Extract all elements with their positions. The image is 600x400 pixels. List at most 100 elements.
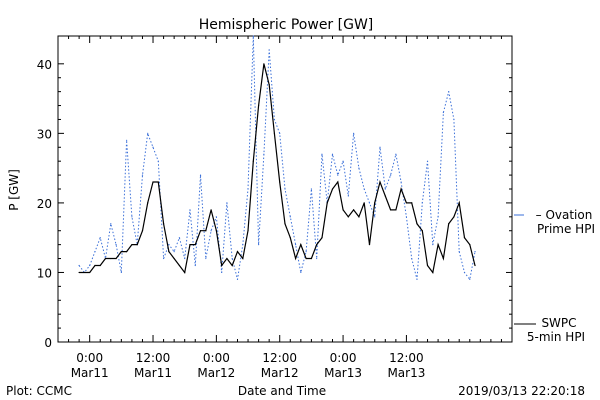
data-point-ovation [421, 202, 423, 204]
x-tick-label-time: 12:00 [136, 351, 171, 365]
legend-label-ovation-line1: – Ovation [536, 208, 593, 222]
data-point-ovation [331, 153, 334, 155]
data-point-swpc [136, 244, 138, 246]
legend-label-swpc-line2: 5-min HPI [527, 330, 585, 344]
data-point-ovation [252, 35, 254, 37]
data-point-ovation [110, 223, 112, 225]
data-point-swpc [157, 181, 159, 183]
data-point-swpc [141, 230, 144, 232]
data-point-ovation [157, 160, 159, 162]
data-point-ovation [405, 216, 408, 218]
x-tick-label-date: Mar13 [387, 366, 425, 380]
data-point-swpc [337, 181, 339, 183]
data-point-swpc [437, 244, 439, 246]
data-point-ovation [316, 257, 318, 260]
data-point-ovation [268, 49, 270, 51]
chart-title: Hemispheric Power [GW] [199, 17, 374, 33]
data-point-swpc [442, 257, 444, 260]
data-point-ovation [395, 153, 397, 155]
data-point-ovation [205, 257, 207, 260]
data-point-swpc [104, 257, 107, 260]
data-point-ovation [141, 174, 144, 176]
data-point-ovation [173, 250, 175, 253]
x-tick-label-time: 0:00 [330, 351, 357, 365]
data-point-ovation [199, 174, 202, 176]
data-point-ovation [147, 132, 149, 134]
data-point-ovation [342, 160, 344, 162]
data-point-swpc [331, 188, 334, 190]
data-point-swpc [294, 257, 297, 260]
data-point-swpc [258, 104, 260, 107]
data-point-swpc [226, 257, 228, 260]
data-point-swpc [379, 181, 381, 183]
data-point-swpc [236, 250, 239, 253]
x-tick-label-time: 0:00 [203, 351, 230, 365]
data-point-swpc [131, 244, 133, 246]
timestamp-label: 2019/03/13 22:20:18 [458, 384, 585, 398]
data-point-ovation [184, 257, 186, 260]
data-point-ovation [289, 216, 291, 218]
data-point-ovation [99, 237, 101, 239]
data-point-ovation [432, 244, 434, 246]
data-point-ovation [321, 153, 323, 155]
data-point-ovation [474, 250, 476, 253]
data-point-ovation [178, 237, 181, 239]
data-point-ovation [89, 264, 91, 267]
data-point-swpc [426, 264, 429, 267]
data-point-swpc [242, 257, 244, 260]
data-point-swpc [474, 264, 476, 267]
data-point-ovation [242, 244, 244, 246]
y-axis-label: P [GW] [7, 169, 21, 211]
data-point-ovation [120, 271, 122, 274]
data-point-ovation [294, 244, 297, 246]
data-point-ovation [368, 202, 371, 204]
plot-area: 0102030400:00Mar1112:00Mar110:00Mar1212:… [37, 35, 513, 380]
data-point-ovation [463, 271, 466, 274]
data-point-swpc [316, 244, 318, 246]
data-point-swpc [247, 230, 249, 232]
x-tick-label-time: 0:00 [76, 351, 103, 365]
plot-source-label: Plot: CCMC [6, 384, 72, 398]
data-point-swpc [115, 257, 117, 260]
data-point-swpc [199, 230, 202, 232]
data-point-ovation [162, 257, 165, 260]
data-point-swpc [458, 202, 460, 204]
data-point-swpc [189, 244, 191, 246]
data-point-ovation [353, 132, 355, 134]
data-point-swpc [126, 250, 128, 253]
data-point-ovation [389, 174, 392, 176]
data-point-swpc [358, 216, 360, 218]
data-point-ovation [258, 244, 260, 246]
data-point-swpc [400, 188, 402, 190]
data-point-swpc [305, 257, 307, 260]
data-point-ovation [458, 250, 460, 253]
data-point-ovation [310, 188, 312, 190]
data-point-ovation [411, 257, 413, 260]
data-point-swpc [173, 257, 175, 260]
data-point-swpc [94, 264, 96, 267]
data-point-ovation [94, 250, 96, 253]
x-axis-label: Date and Time [238, 384, 326, 398]
data-point-ovation [221, 271, 223, 274]
data-point-swpc [289, 237, 291, 239]
data-point-swpc [263, 63, 265, 65]
data-point-swpc [395, 209, 397, 211]
data-point-ovation [358, 167, 360, 169]
data-point-ovation [300, 271, 302, 274]
data-point-swpc [384, 195, 386, 197]
y-tick-label: 10 [37, 266, 52, 280]
data-point-ovation [384, 188, 386, 190]
data-point-swpc [463, 237, 466, 239]
data-point-ovation [400, 181, 402, 183]
data-point-ovation [347, 195, 349, 197]
x-tick-label-time: 12:00 [262, 351, 297, 365]
data-point-ovation [263, 153, 265, 155]
y-tick-label: 40 [37, 58, 52, 72]
data-point-swpc [205, 230, 207, 232]
data-point-swpc [284, 223, 286, 225]
data-point-swpc [194, 244, 196, 246]
data-point-swpc [152, 181, 154, 183]
data-point-swpc [210, 209, 212, 211]
